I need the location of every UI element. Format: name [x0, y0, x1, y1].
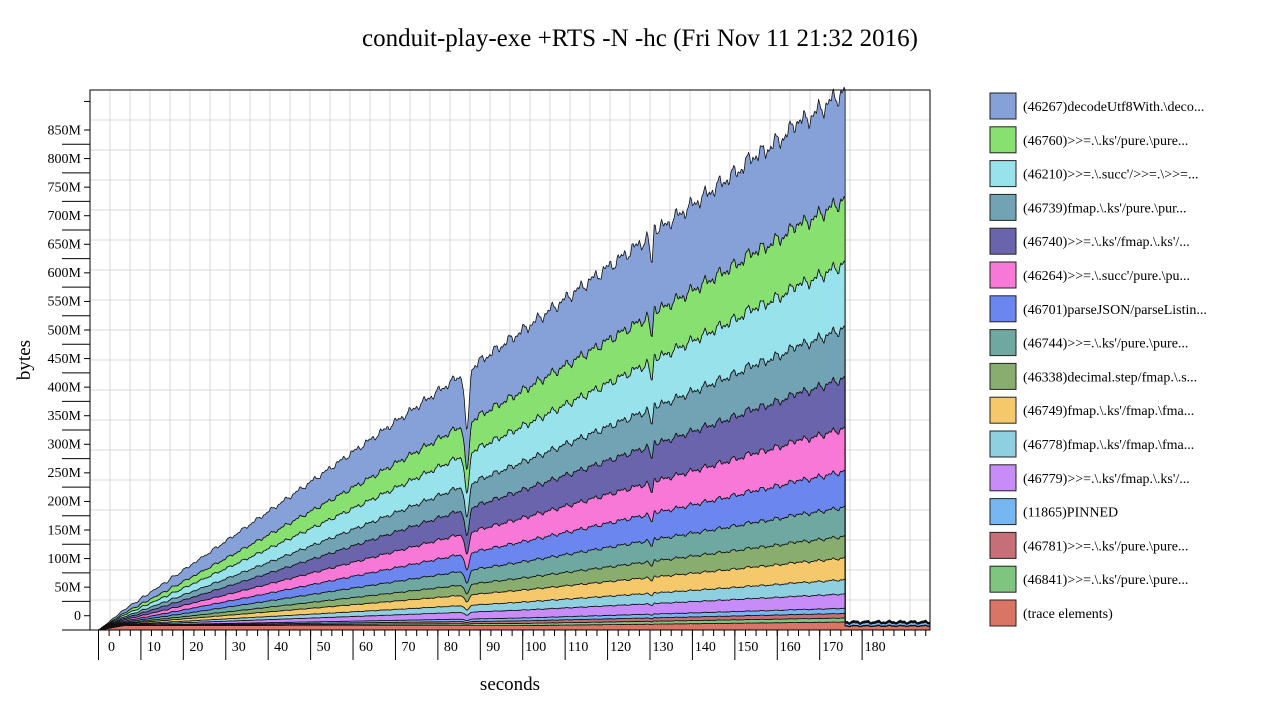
- legend-label: (46781)>>=.\.ks'/pure.\pure...: [1023, 539, 1188, 554]
- x-tick-label: 110: [568, 640, 588, 655]
- x-tick-label: 160: [780, 640, 801, 655]
- legend-label: (46740)>>=.\.ks'/fmap.\.ks'/...: [1023, 235, 1190, 250]
- x-tick-label: 30: [232, 640, 246, 655]
- y-tick-label: 600M: [48, 266, 82, 281]
- y-tick-label: 400M: [48, 380, 82, 395]
- x-tick-label: 10: [147, 640, 161, 655]
- legend-swatch: [989, 227, 1017, 255]
- legend-label: (46841)>>=.\.ks'/pure.\pure...: [1023, 573, 1188, 588]
- x-tick-label: 120: [610, 640, 631, 655]
- legend-swatch: [989, 498, 1017, 526]
- y-tick-label: 300M: [48, 438, 82, 453]
- legend-swatch: [989, 599, 1017, 627]
- legend-swatch: [989, 126, 1017, 154]
- legend-label: (46701)parseJSON/parseListin...: [1023, 303, 1207, 318]
- y-tick-label: 350M: [48, 409, 82, 424]
- x-tick-label: 60: [359, 640, 373, 655]
- y-tick-label: 450M: [48, 352, 82, 367]
- legend-label: (46778)fmap.\.ks'/fmap.\fma...: [1023, 438, 1194, 453]
- y-tick-label: 50M: [55, 580, 82, 595]
- x-tick-label: 180: [865, 640, 886, 655]
- y-tick-label: 550M: [48, 295, 82, 310]
- y-axis-label: bytes: [14, 340, 35, 380]
- x-tick-label: 50: [317, 640, 331, 655]
- legend-label: (46779)>>=.\.ks'/fmap.\.ks'/...: [1023, 472, 1190, 487]
- y-tick-label: 750M: [48, 180, 82, 195]
- legend-label: (46739)fmap.\.ks'/pure.\pur...: [1023, 201, 1187, 216]
- legend-swatch: [989, 531, 1017, 559]
- y-tick-label: 0: [74, 609, 81, 624]
- legend-swatch: [989, 329, 1017, 357]
- y-axis: 0 50M 100M 150M 200M 250M 300M 350M 400M 450M 500M…: [48, 100, 90, 631]
- x-tick-label: 80: [444, 640, 458, 655]
- y-tick-label: 150M: [48, 523, 82, 538]
- y-tick-label: 500M: [48, 323, 82, 338]
- y-tick-label: 200M: [48, 495, 82, 510]
- legend-swatch: [989, 565, 1017, 593]
- y-tick-label: 800M: [48, 152, 82, 167]
- x-tick-label: 170: [822, 640, 843, 655]
- chart-title: conduit-play-exe +RTS -N -hc (Fri Nov 11…: [362, 25, 918, 52]
- legend-label: (46210)>>=.\.succ'/>>=.\>>=...: [1023, 168, 1198, 183]
- legend-swatch: [989, 261, 1017, 289]
- legend-swatch: [989, 464, 1017, 492]
- x-tick-label: 150: [737, 640, 758, 655]
- x-axis: 0 10 20 30 40 50 60 70 80 90 100 110 120 130 140 150 160…: [90, 629, 930, 660]
- legend-swatch: [989, 160, 1017, 188]
- x-axis-label: seconds: [480, 674, 540, 695]
- x-tick-label: 100: [525, 640, 546, 655]
- legend: (46267)decodeUtf8With.\deco... (46760)>>=…: [989, 92, 1207, 627]
- y-tick-label: 700M: [48, 209, 82, 224]
- legend-label: (46264)>>=.\.succ'/pure.\pu...: [1023, 269, 1190, 284]
- legend-swatch: [989, 396, 1017, 424]
- legend-swatch: [989, 430, 1017, 458]
- x-tick-label: 140: [695, 640, 716, 655]
- legend-label: (11865)PINNED: [1023, 506, 1118, 521]
- legend-label: (trace elements): [1023, 607, 1113, 622]
- x-tick-label: 0: [108, 640, 115, 655]
- legend-label: (46744)>>=.\.ks'/pure.\pure...: [1023, 337, 1188, 352]
- legend-swatch: [989, 92, 1017, 120]
- stacked-areas: [98, 86, 931, 631]
- legend-label: (46760)>>=.\.ks'/pure.\pure...: [1023, 134, 1188, 149]
- y-tick-label: 650M: [48, 238, 82, 253]
- legend-label: (46749)fmap.\.ks'/fmap.\fma...: [1023, 404, 1194, 419]
- y-tick-label: 850M: [48, 123, 82, 138]
- x-tick-label: 90: [486, 640, 500, 655]
- y-tick-label: 100M: [48, 552, 82, 567]
- legend-label: (46267)decodeUtf8With.\deco...: [1023, 100, 1204, 115]
- legend-label: (46338)decimal.step/fmap.\.s...: [1023, 370, 1197, 385]
- y-tick-label: 250M: [48, 466, 82, 481]
- legend-swatch: [989, 362, 1017, 390]
- x-tick-label: 20: [189, 640, 203, 655]
- x-tick-label: 70: [401, 640, 415, 655]
- legend-swatch: [989, 193, 1017, 221]
- x-tick-label: 130: [653, 640, 674, 655]
- x-tick-label: 40: [274, 640, 288, 655]
- legend-swatch: [989, 295, 1017, 323]
